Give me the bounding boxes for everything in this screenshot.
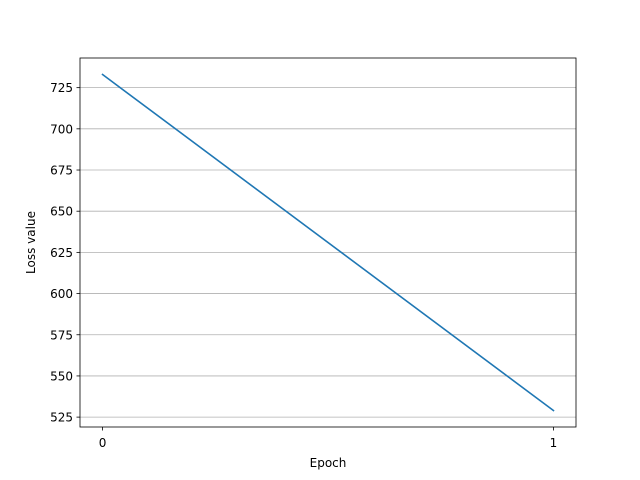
plot-frame [79, 57, 577, 428]
y-tick-label: 700 [50, 122, 73, 136]
y-tick-label: 525 [50, 411, 73, 425]
y-tick-label: 600 [50, 287, 73, 301]
y-tick-label: 650 [50, 205, 73, 219]
y-tick-label: 625 [50, 246, 73, 260]
y-tick-label: 725 [50, 81, 73, 95]
x-tick-label: 0 [99, 436, 107, 450]
series-layer [101, 73, 555, 412]
series-line-0 [101, 73, 555, 412]
y-tick-label: 550 [50, 369, 73, 383]
grid-lines [80, 87, 576, 418]
x-axis-label: Epoch [310, 456, 347, 470]
y-tick-label: 575 [50, 328, 73, 342]
x-tick-label: 1 [550, 436, 558, 450]
axis-ticks: 525 550 575 600 625 650 675 700 725 0 1 [50, 81, 557, 450]
y-tick-label: 675 [50, 164, 73, 178]
y-axis-label: Loss value [24, 211, 38, 274]
